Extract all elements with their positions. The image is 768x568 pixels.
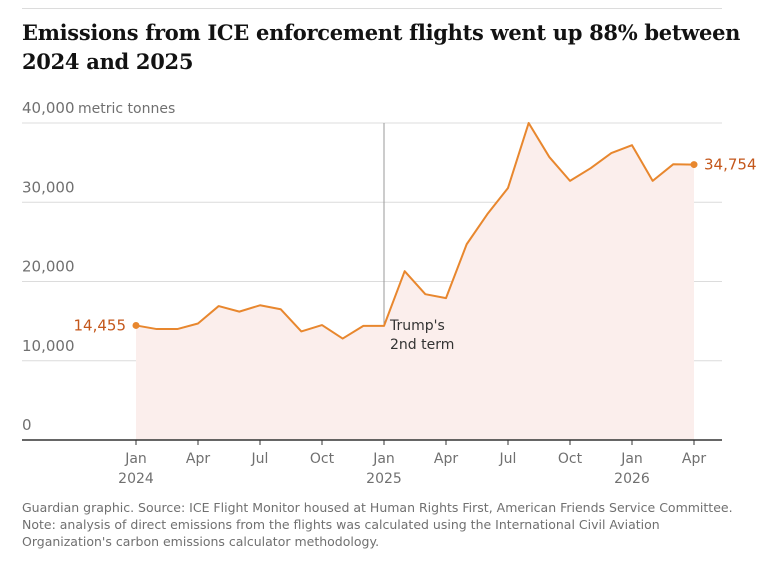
x-tick-label: Jan 2026 xyxy=(614,451,650,487)
x-tick-label: Jan 2025 xyxy=(366,451,402,487)
x-tick-label: Apr xyxy=(682,451,706,467)
annotation-text: Trump's 2nd term xyxy=(389,318,454,353)
end-point xyxy=(690,161,698,169)
value-label: 14,455 xyxy=(74,316,127,334)
footer-note: Guardian graphic. Source: ICE Flight Mon… xyxy=(22,500,733,549)
x-tick-label: Apr xyxy=(434,451,458,467)
top-rule xyxy=(22,8,722,9)
x-tick-label: Jan 2024 xyxy=(118,451,154,487)
line xyxy=(135,122,695,340)
x-tick-label: Oct xyxy=(310,451,335,467)
y-tick-label: 10,000 xyxy=(22,337,75,355)
y-tick-label: 20,000 xyxy=(22,258,75,276)
y-tick-label: 40,000 xyxy=(22,99,75,117)
chart-title: Emissions from ICE enforcement flights w… xyxy=(22,20,741,74)
end-point xyxy=(132,321,140,329)
x-tick-label: Jul xyxy=(251,451,269,467)
x-tick-label: Jul xyxy=(499,451,517,467)
x-tick-label: Apr xyxy=(186,451,210,467)
y-axis-unit: metric tonnes xyxy=(78,101,175,117)
y-tick-label: 30,000 xyxy=(22,178,75,196)
value-label: 34,754 xyxy=(704,156,757,174)
x-tick-label: Oct xyxy=(558,451,583,467)
y-tick-label: 0 xyxy=(22,416,32,434)
area xyxy=(136,123,694,440)
